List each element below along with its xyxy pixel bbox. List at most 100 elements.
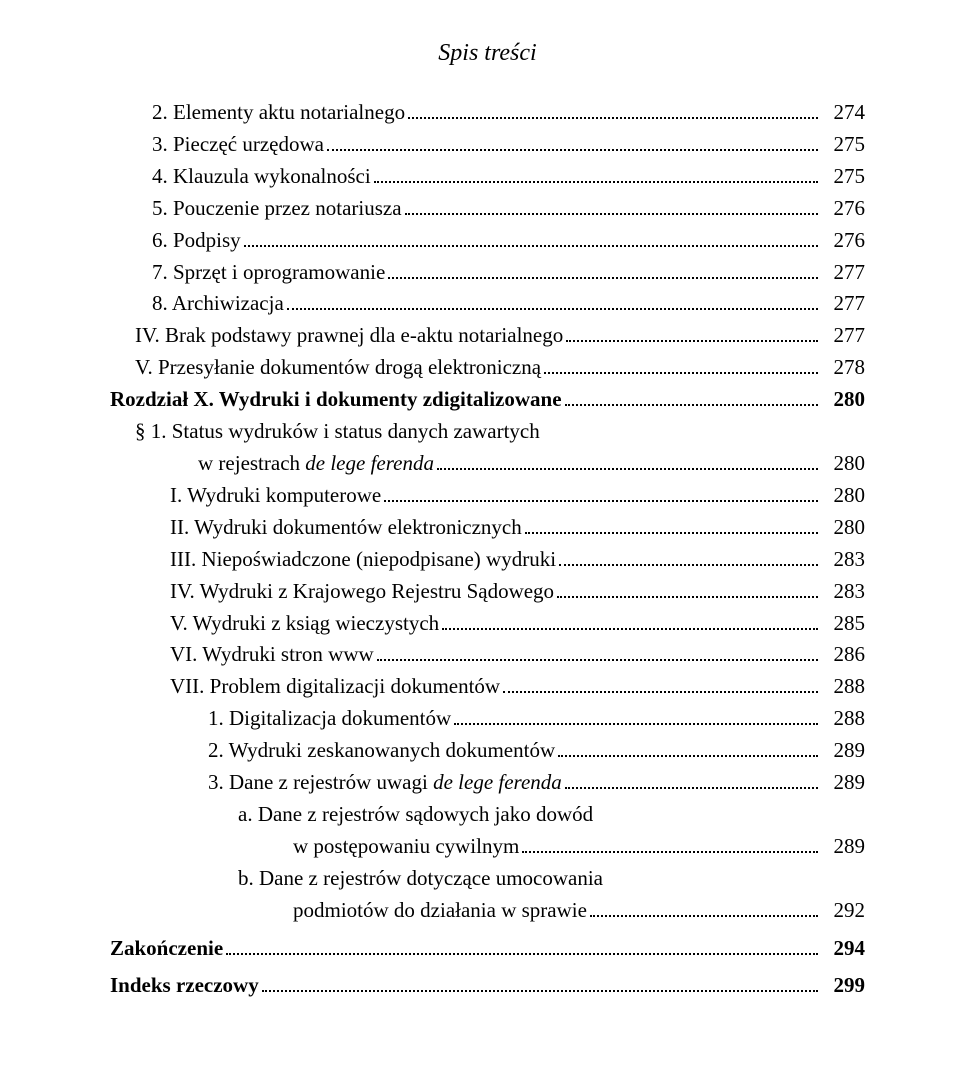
toc-label: 2. Wydruki zeskanowanych dokumentów (208, 735, 555, 767)
toc-entry: Zakończenie 294 (110, 933, 865, 965)
toc-page-number: 288 (823, 703, 865, 735)
toc-entry: III. Niepoświadczone (niepodpisane) wydr… (110, 544, 865, 576)
toc-page-number: 283 (823, 544, 865, 576)
toc-leader-dots (442, 611, 818, 630)
toc-page-number: 280 (823, 480, 865, 512)
toc-leader-dots (565, 770, 818, 789)
toc-leader-dots (566, 323, 818, 342)
toc-entry-continuation: w postępowaniu cywilnym 289 (110, 831, 865, 863)
table-of-contents: 2. Elementy aktu notarialnego2743. Piecz… (110, 97, 865, 1002)
toc-entry: VII. Problem digitalizacji dokumentów 288 (110, 671, 865, 703)
toc-entry-continuation: w rejestrach de lege ferenda 280 (110, 448, 865, 480)
toc-page-number: 294 (823, 933, 865, 965)
toc-leader-dots (590, 898, 818, 917)
toc-page-number: 285 (823, 608, 865, 640)
toc-leader-dots (559, 547, 818, 566)
toc-page-number: 274 (823, 97, 865, 129)
toc-leader-dots (503, 674, 818, 693)
toc-entry: 7. Sprzęt i oprogramowanie 277 (110, 257, 865, 289)
toc-entry: § 1. Status wydruków i status danych zaw… (110, 416, 865, 448)
toc-entry: 1. Digitalizacja dokumentów 288 (110, 703, 865, 735)
toc-entry: II. Wydruki dokumentów elektronicznych 28… (110, 512, 865, 544)
toc-label: VII. Problem digitalizacji dokumentów (170, 671, 500, 703)
toc-leader-dots (565, 387, 818, 406)
toc-leader-dots (287, 292, 818, 311)
toc-leader-dots (244, 228, 818, 247)
toc-label: 6. Podpisy (152, 225, 241, 257)
toc-leader-dots (377, 643, 818, 662)
toc-leader-dots (262, 974, 818, 993)
toc-label: Indeks rzeczowy (110, 970, 259, 1002)
toc-label: II. Wydruki dokumentów elektronicznych (170, 512, 522, 544)
toc-label: 2. Elementy aktu notarialnego (152, 97, 405, 129)
toc-entry: V. Przesyłanie dokumentów drogą elektron… (110, 352, 865, 384)
toc-page-number: 280 (823, 512, 865, 544)
toc-page-number: 292 (823, 895, 865, 927)
toc-label: IV. Wydruki z Krajowego Rejestru Sądoweg… (170, 576, 554, 608)
toc-entry: 2. Wydruki zeskanowanych dokumentów 289 (110, 735, 865, 767)
toc-leader-dots (374, 164, 818, 183)
toc-entry: IV. Brak podstawy prawnej dla e-aktu not… (110, 320, 865, 352)
toc-label: I. Wydruki komputerowe (170, 480, 381, 512)
toc-entry: IV. Wydruki z Krajowego Rejestru Sądoweg… (110, 576, 865, 608)
toc-page-number: 275 (823, 161, 865, 193)
toc-page-number: 289 (823, 735, 865, 767)
toc-entry: 5. Pouczenie przez notariusza 276 (110, 193, 865, 225)
toc-label: 3. Dane z rejestrów uwagi de lege ferend… (208, 767, 562, 799)
toc-label: VI. Wydruki stron www (170, 639, 374, 671)
toc-leader-dots (544, 355, 818, 374)
page-title: Spis treści (110, 40, 865, 67)
toc-entry-continuation: podmiotów do działania w sprawie 292 (110, 895, 865, 927)
toc-entry: Rozdział X. Wydruki i dokumenty zdigital… (110, 384, 865, 416)
toc-entry: 4. Klauzula wykonalności 275 (110, 161, 865, 193)
toc-label: 7. Sprzęt i oprogramowanie (152, 257, 385, 289)
toc-page-number: 299 (823, 970, 865, 1002)
toc-label: V. Wydruki z ksiąg wieczystych (170, 608, 439, 640)
toc-leader-dots (454, 706, 818, 725)
toc-label: 8. Archiwizacja (152, 288, 284, 320)
toc-label: 1. Digitalizacja dokumentów (208, 703, 451, 735)
toc-page-number: 277 (823, 288, 865, 320)
toc-entry: I. Wydruki komputerowe 280 (110, 480, 865, 512)
toc-leader-dots (384, 483, 818, 502)
toc-leader-dots (327, 132, 818, 151)
toc-entry: b. Dane z rejestrów dotyczące umocowania (110, 863, 865, 895)
toc-label: Zakończenie (110, 933, 223, 965)
toc-label: 5. Pouczenie przez notariusza (152, 193, 402, 225)
toc-label: Rozdział X. Wydruki i dokumenty zdigital… (110, 384, 562, 416)
toc-label: § 1. Status wydruków i status danych zaw… (135, 416, 540, 448)
toc-page-number: 289 (823, 831, 865, 863)
toc-leader-dots (558, 738, 818, 757)
toc-leader-dots (437, 451, 818, 470)
toc-page-number: 286 (823, 639, 865, 671)
toc-page-number: 288 (823, 671, 865, 703)
toc-entry: VI. Wydruki stron www 286 (110, 639, 865, 671)
toc-entry: 3. Dane z rejestrów uwagi de lege ferend… (110, 767, 865, 799)
toc-page-number: 278 (823, 352, 865, 384)
toc-page-number: 283 (823, 576, 865, 608)
toc-label: podmiotów do działania w sprawie (293, 895, 587, 927)
toc-entry: V. Wydruki z ksiąg wieczystych 285 (110, 608, 865, 640)
toc-label: w postępowaniu cywilnym (293, 831, 519, 863)
toc-leader-dots (522, 834, 818, 853)
toc-entry: a. Dane z rejestrów sądowych jako dowód (110, 799, 865, 831)
toc-page-number: 289 (823, 767, 865, 799)
toc-entry: 3. Pieczęć urzędowa275 (110, 129, 865, 161)
toc-leader-dots (405, 196, 818, 215)
toc-page-number: 280 (823, 384, 865, 416)
toc-page-number: 280 (823, 448, 865, 480)
toc-label: 4. Klauzula wykonalności (152, 161, 371, 193)
toc-page-number: 277 (823, 257, 865, 289)
toc-page-number: 276 (823, 193, 865, 225)
toc-leader-dots (557, 579, 818, 598)
toc-entry: Indeks rzeczowy 299 (110, 970, 865, 1002)
toc-leader-dots (388, 260, 818, 279)
toc-label: w rejestrach de lege ferenda (198, 448, 434, 480)
toc-entry: 6. Podpisy276 (110, 225, 865, 257)
toc-label: III. Niepoświadczone (niepodpisane) wydr… (170, 544, 556, 576)
toc-label: IV. Brak podstawy prawnej dla e-aktu not… (135, 320, 563, 352)
toc-label: V. Przesyłanie dokumentów drogą elektron… (135, 352, 541, 384)
toc-label: a. Dane z rejestrów sądowych jako dowód (238, 799, 593, 831)
toc-entry: 8. Archiwizacja 277 (110, 288, 865, 320)
toc-label: 3. Pieczęć urzędowa (152, 129, 324, 161)
